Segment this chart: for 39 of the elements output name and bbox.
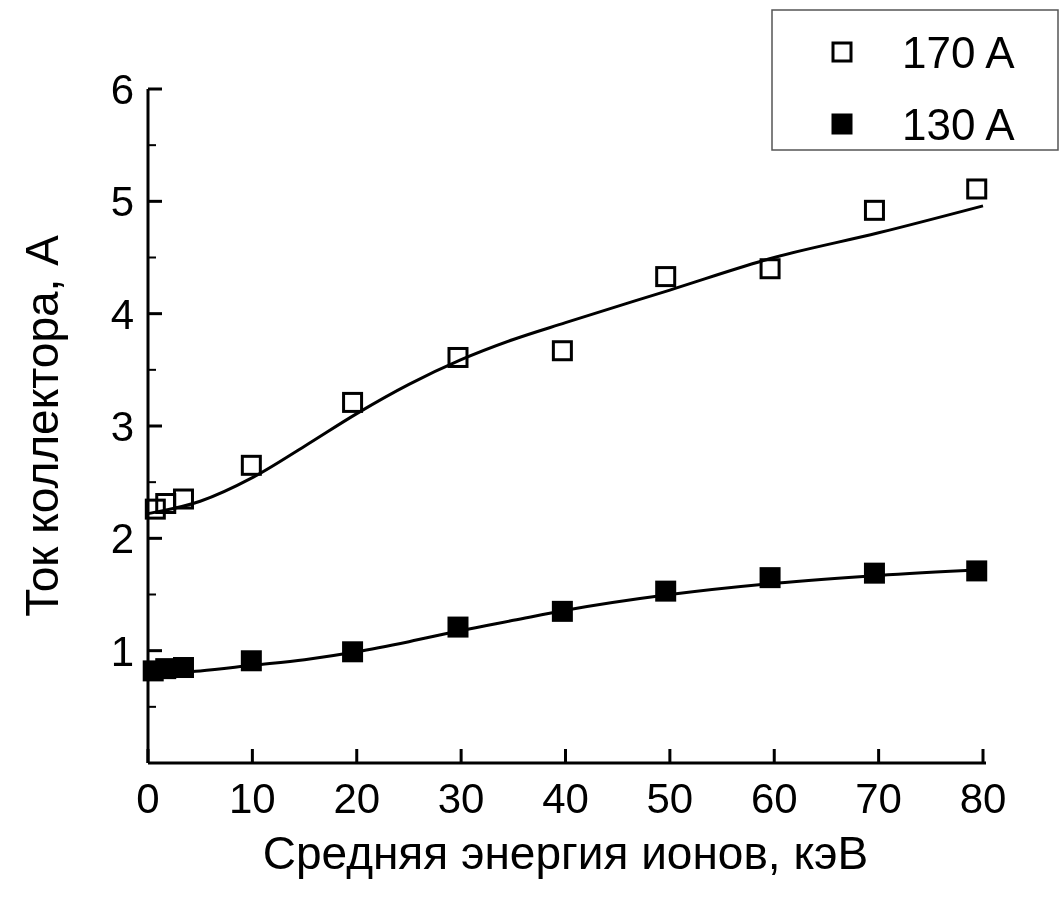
legend-label: 170 A [902,28,1016,77]
point [655,266,677,288]
point [144,498,166,520]
y-tick-label: 2 [110,515,134,563]
point [447,346,469,368]
x-tick-label: 40 [542,775,589,822]
x-tick-label: 50 [646,775,694,822]
point [172,657,194,679]
point [172,488,194,510]
x-tick-label: 60 [750,775,798,822]
x-tick-label: 20 [333,775,381,822]
point [240,454,262,476]
point [447,616,469,638]
y-tick-label: 5 [110,178,134,226]
x-tick-label: 80 [959,775,1007,822]
y-axis-title: Ток коллектора, А [16,234,68,617]
y-tick-label: 3 [110,403,134,450]
x-tick-label: 10 [229,775,276,822]
point [240,650,262,672]
y-tick-label: 4 [110,290,134,338]
point [759,567,781,589]
point [342,391,364,413]
x-axis-title: Средняя энергия ионов, кэВ [262,827,869,879]
point [155,493,177,515]
point [551,600,573,622]
x-tick-label: 0 [136,775,160,822]
point [655,580,677,602]
point [342,641,364,663]
y-tick-label: 6 [110,66,134,113]
x-tick-label: 30 [437,775,485,822]
point [551,340,573,362]
y-tick-label: 1 [110,627,134,675]
point [966,178,988,200]
x-tick-label: 70 [855,775,902,822]
point [966,560,988,582]
point [759,258,781,280]
legend-label: 130 A [902,100,1016,149]
point [863,199,885,221]
point [863,562,885,584]
